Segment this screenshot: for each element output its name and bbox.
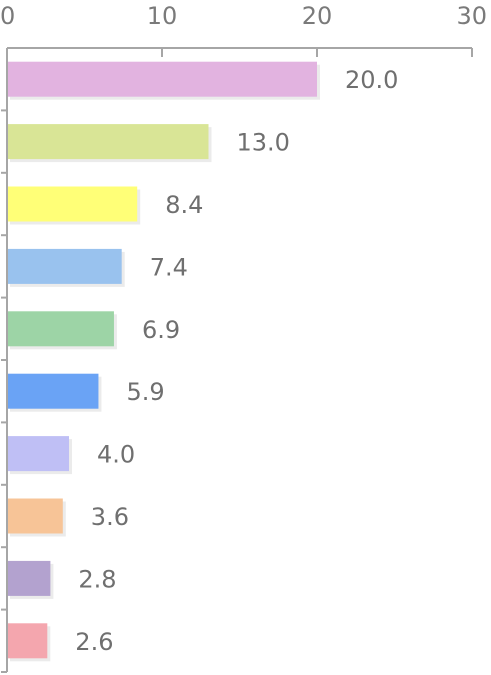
bar-value-label: 13.0 (237, 129, 290, 157)
bar-value-label: 6.9 (142, 316, 180, 344)
x-tick-label: 30 (456, 2, 487, 30)
bar (7, 560, 51, 596)
bar-value-label: 8.4 (165, 191, 203, 219)
bar (7, 311, 114, 347)
bar (7, 498, 63, 534)
bars-group (7, 61, 320, 662)
bar (7, 248, 122, 284)
x-tick-label: 20 (302, 2, 333, 30)
x-tick-label: 10 (147, 2, 178, 30)
data-labels-group: 20.0 13.0 8.4 7.4 6.9 5.9 4.0 3.6 2.8 2.6 (75, 66, 398, 656)
bar (7, 623, 48, 659)
bar (7, 61, 317, 97)
bar (7, 373, 99, 409)
bar (7, 186, 138, 222)
bar-value-label: 20.0 (345, 66, 398, 94)
bar (7, 124, 209, 160)
bar-value-label: 4.0 (97, 441, 135, 469)
bar-value-label: 2.6 (75, 628, 113, 656)
bar-value-label: 2.8 (78, 565, 116, 593)
x-tick-label: 0 (0, 2, 15, 30)
bar (7, 436, 69, 472)
bar-value-label: 5.9 (126, 378, 164, 406)
bar-value-label: 7.4 (150, 253, 188, 281)
bar-value-label: 3.6 (91, 503, 129, 531)
